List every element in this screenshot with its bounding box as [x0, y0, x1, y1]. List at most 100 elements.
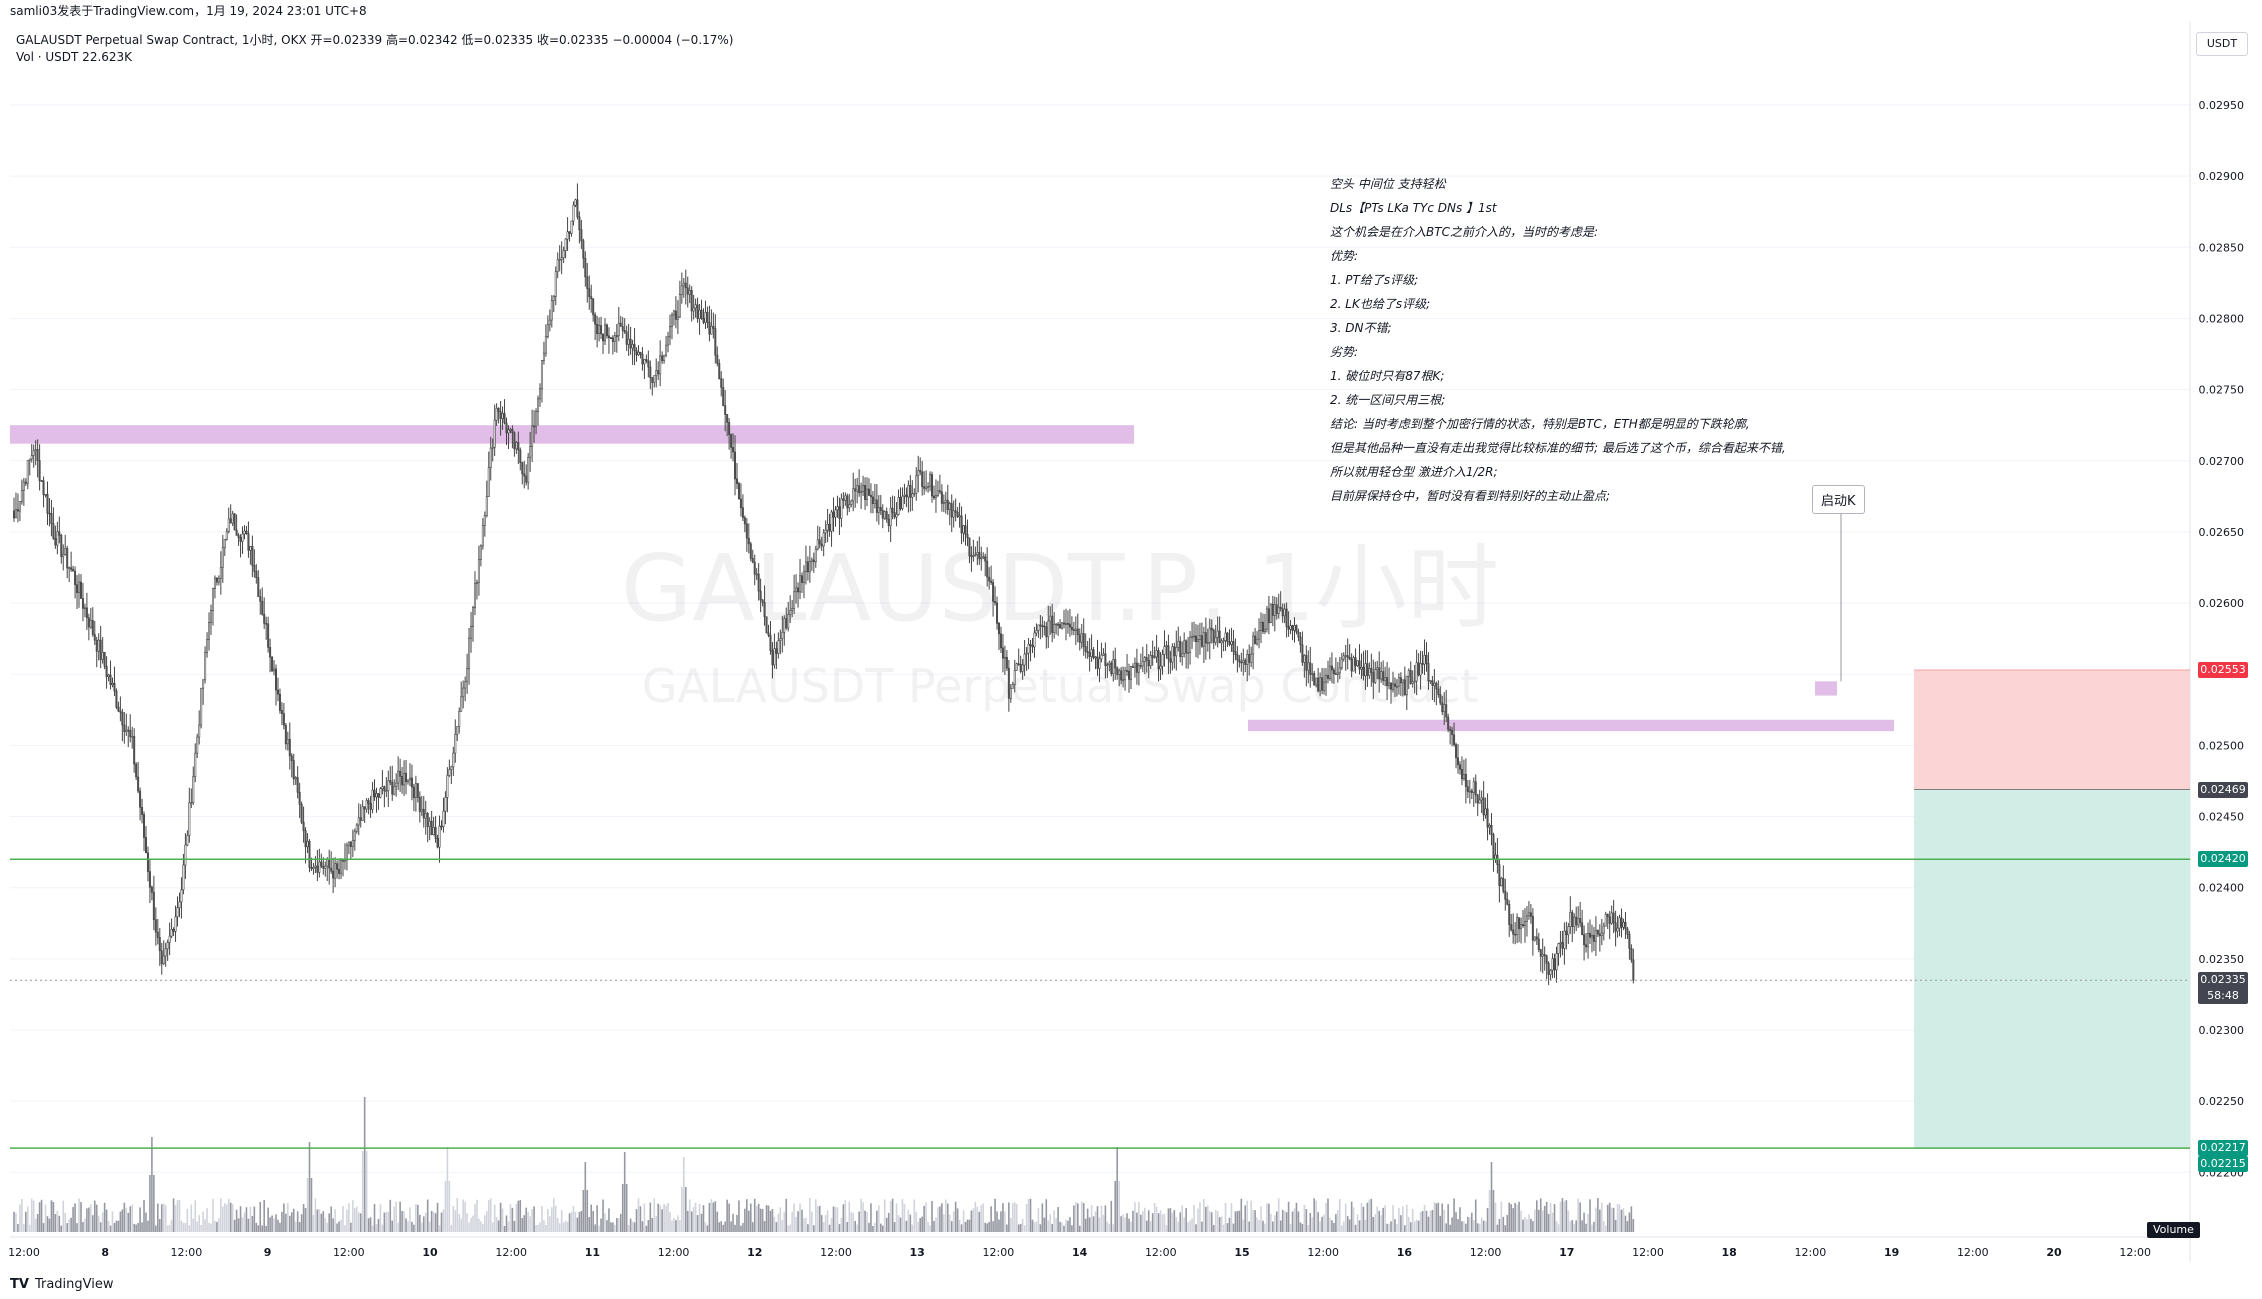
candle-body	[460, 696, 463, 712]
candle-body	[1581, 922, 1584, 935]
candle-body	[1340, 658, 1343, 669]
candle-body	[78, 581, 81, 593]
time-axis: 12:00 8 12:00 9 12:00 10 12:00 11 12:00 12 12:00 13…	[8, 1246, 2151, 1259]
volume-bar	[1142, 1211, 1144, 1232]
volume-bar	[413, 1224, 415, 1232]
volume-bar	[917, 1221, 920, 1232]
volume-bar	[872, 1225, 874, 1232]
time-tick-label: 12:00	[820, 1246, 852, 1259]
candle-body	[1128, 670, 1131, 680]
volume-bar	[399, 1201, 401, 1232]
candle-body	[1323, 681, 1326, 691]
volume-bar	[1435, 1203, 1438, 1232]
candle-body	[1163, 646, 1166, 655]
candle-body	[940, 491, 943, 504]
volume-bar	[253, 1206, 256, 1232]
candle-body	[1106, 664, 1109, 667]
candle-body	[1303, 655, 1306, 663]
candle-body	[1269, 603, 1272, 624]
volume-bar	[1563, 1201, 1566, 1232]
candle-body	[1157, 650, 1160, 670]
candle-body	[1397, 677, 1400, 687]
volume-bar	[1585, 1223, 1587, 1232]
volume-bar	[1476, 1223, 1479, 1232]
volume-bar	[728, 1203, 730, 1232]
volume-bar	[893, 1221, 896, 1232]
candle-body	[28, 458, 31, 461]
candle-body	[769, 634, 772, 652]
candle-body	[1246, 654, 1249, 665]
volume-bar	[1423, 1205, 1426, 1232]
volume-bar	[1494, 1202, 1497, 1232]
volume-bar	[405, 1218, 407, 1232]
candle-body	[958, 515, 961, 518]
volume-bar	[184, 1222, 187, 1232]
candle-body	[489, 447, 492, 468]
candle-body	[1214, 637, 1217, 643]
candle-body	[931, 474, 934, 497]
volume-bar	[326, 1222, 329, 1232]
volume-bar	[1606, 1204, 1609, 1232]
candle-body	[422, 808, 425, 819]
volume-bar	[1492, 1190, 1495, 1232]
volume-bar	[852, 1212, 855, 1232]
candle-body	[294, 777, 297, 780]
currency-button[interactable]: USDT	[2196, 32, 2248, 56]
volume-bar	[718, 1222, 721, 1232]
candle-body	[970, 555, 973, 558]
volume-bar	[1480, 1217, 1483, 1232]
volume-bar	[269, 1217, 271, 1232]
volume-bar	[1252, 1209, 1254, 1232]
volume-bar	[298, 1222, 301, 1232]
candle-body	[497, 407, 500, 412]
note-line: 结论: 当时考虑到整个加密行情的状态，特别是BTC，ETH都是明显的下跌轮廓,	[1330, 417, 1750, 431]
candle-body	[696, 304, 699, 319]
volume-bar	[1254, 1210, 1256, 1232]
volume-bar	[614, 1224, 616, 1232]
volume-bar	[1214, 1209, 1217, 1232]
volume-bar	[1344, 1203, 1347, 1232]
volume-bar	[543, 1220, 545, 1232]
candle-body	[929, 474, 932, 487]
candle-body	[1191, 636, 1194, 639]
volume-bar	[773, 1216, 776, 1232]
price-tick-label: 0.02800	[2199, 312, 2245, 325]
volume-bar	[501, 1208, 504, 1232]
candle-body	[1600, 932, 1603, 937]
candle-body	[1053, 624, 1056, 633]
note-line: 所以就用轻仓型 激进介入1/2R;	[1330, 465, 1498, 479]
volume-bar	[472, 1215, 474, 1232]
volume-bar	[1309, 1212, 1312, 1232]
candle-body	[757, 573, 760, 592]
candle-body	[897, 497, 900, 515]
volume-bar	[562, 1222, 565, 1232]
candle-body	[1035, 630, 1038, 634]
volume-bar	[314, 1198, 317, 1232]
candle-body	[988, 576, 991, 582]
candle-body	[16, 509, 19, 512]
candle-body	[964, 525, 967, 535]
volume-bar	[1006, 1224, 1008, 1232]
volume-bar	[294, 1221, 297, 1232]
candle-body	[458, 710, 461, 727]
candle-body	[885, 511, 888, 520]
candle-body	[814, 548, 817, 563]
candle-body	[1510, 924, 1513, 931]
candle-body	[493, 419, 496, 448]
candle-body	[271, 656, 274, 672]
candle-body	[1598, 933, 1601, 937]
volume-bar	[231, 1204, 234, 1232]
candle-body	[1360, 666, 1363, 670]
candle-body	[430, 820, 433, 835]
candle-body	[30, 455, 33, 460]
volume-bar	[982, 1203, 985, 1232]
volume-bar	[88, 1207, 90, 1232]
volume-bar	[348, 1203, 350, 1232]
candle-body	[858, 485, 861, 494]
candle-body	[968, 537, 971, 557]
candle-body	[79, 581, 82, 599]
volume-bar	[925, 1202, 927, 1232]
candle-body	[1386, 677, 1389, 687]
candle-body	[1455, 744, 1458, 759]
